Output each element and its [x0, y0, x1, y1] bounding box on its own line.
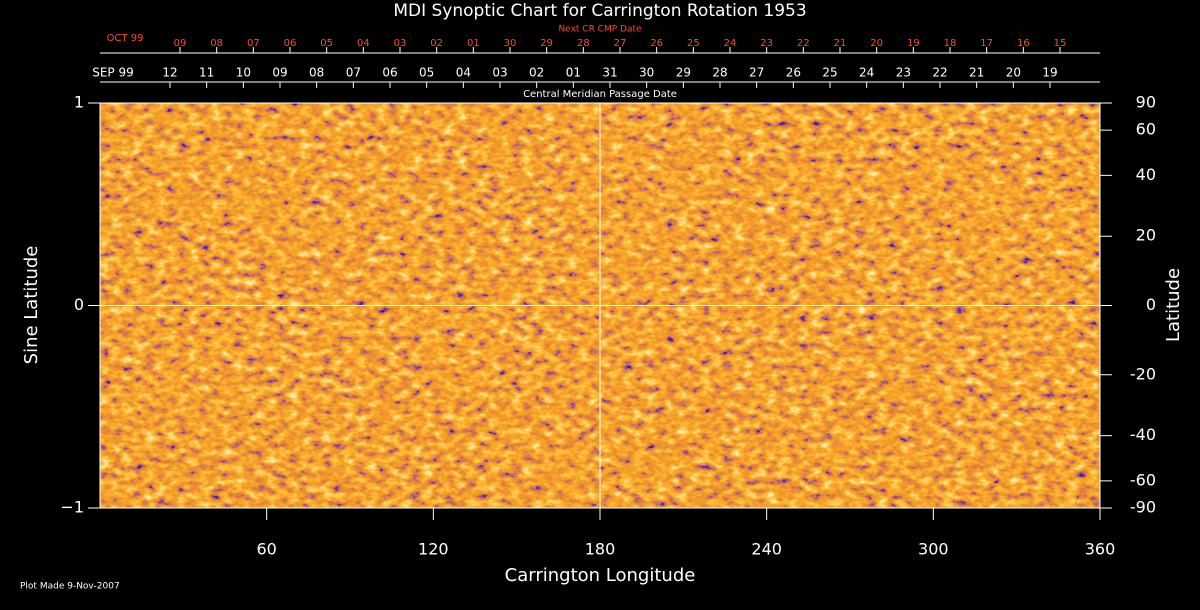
next-tick-label: 04: [357, 38, 370, 49]
y2-tick-label: 0: [1146, 295, 1156, 314]
next-tick-label: 24: [724, 38, 737, 49]
cmp-tick-label: 20: [1006, 66, 1021, 80]
y2-tick-label: 40: [1136, 165, 1156, 184]
cmp-tick-label: 12: [162, 66, 177, 80]
cmp-tick-label: 28: [712, 66, 727, 80]
next-tick-label: 18: [944, 38, 957, 49]
x-axis-title: Carrington Longitude: [505, 565, 696, 586]
next-tick-label: 26: [650, 38, 663, 49]
next-tick-label: 01: [467, 38, 480, 49]
cmp-tick-label: 29: [676, 66, 691, 80]
next-tick-label: 15: [1054, 38, 1067, 49]
next-tick-label: 19: [907, 38, 920, 49]
cmp-tick-label: 01: [566, 66, 581, 80]
cmp-tick-label: 07: [346, 66, 361, 80]
cmp-tick-label: 27: [749, 66, 764, 80]
next-tick-label: 30: [504, 38, 517, 49]
next-tick-label: 22: [797, 38, 810, 49]
cmp-tick-label: 21: [969, 66, 984, 80]
footnote: Plot Made 9-Nov-2007: [20, 582, 120, 592]
cmp-tick-label: 31: [602, 66, 617, 80]
x-tick-label: 60: [256, 540, 276, 559]
next-tick-label: 16: [1017, 38, 1030, 49]
y-tick-label: 1: [74, 93, 84, 112]
y2-tick-label: -60: [1130, 470, 1156, 489]
x-tick-label: 180: [585, 540, 616, 559]
next-tick-label: 23: [760, 38, 773, 49]
cmp-tick-label: 26: [786, 66, 801, 80]
next-tick-label: 25: [687, 38, 700, 49]
cmp-tick-label: 10: [236, 66, 251, 80]
y2-tick-label: 90: [1136, 93, 1156, 112]
next-tick-label: 02: [430, 38, 443, 49]
x-tick-label: 240: [751, 540, 782, 559]
next-tick-label: 06: [284, 38, 297, 49]
x-tick-label: 300: [918, 540, 949, 559]
cmp-tick-label: 11: [199, 66, 214, 80]
next-tick-label: 05: [320, 38, 333, 49]
next-tick-label: 27: [614, 38, 627, 49]
cmp-tick-label: 23: [896, 66, 911, 80]
x-tick-label: 360: [1085, 540, 1116, 559]
cmp-tick-label: 02: [529, 66, 544, 80]
cmp-tick-label: 30: [639, 66, 654, 80]
cmp-tick-label: 19: [1042, 66, 1057, 80]
next-tick-label: 17: [980, 38, 993, 49]
cmp-tick-label: 24: [859, 66, 874, 80]
cmp-tick-label: 04: [456, 66, 471, 80]
cmp-tick-label: 22: [932, 66, 947, 80]
cmp-label: Central Meridian Passage Date: [523, 89, 677, 100]
cmp-tick-label: 09: [272, 66, 287, 80]
next-tick-label: 07: [247, 38, 260, 49]
y-axis-title: Sine Latitude: [21, 246, 42, 365]
y2-axis-title: Latitude: [1163, 268, 1184, 342]
next-tick-label: 09: [174, 38, 187, 49]
y2-tick-label: -20: [1130, 364, 1156, 383]
next-tick-label: 21: [834, 38, 847, 49]
next-tick-label: 20: [870, 38, 883, 49]
y-tick-label: −1: [60, 498, 84, 517]
next-tick-label: 29: [540, 38, 553, 49]
cmp-tick-label: 25: [822, 66, 837, 80]
next-tick-label: 03: [394, 38, 407, 49]
next-cmp-label: Next CR CMP Date: [558, 25, 642, 35]
cmp-tick-label: 05: [419, 66, 434, 80]
x-tick-label: 120: [418, 540, 449, 559]
y2-tick-label: 20: [1136, 226, 1156, 245]
next-tick-label: 28: [577, 38, 590, 49]
y2-tick-label: -40: [1130, 425, 1156, 444]
y-tick-label: 0: [74, 295, 84, 314]
cmp-tick-label: 03: [492, 66, 507, 80]
y2-tick-label: -90: [1130, 498, 1156, 517]
chart-title: MDI Synoptic Chart for Carrington Rotati…: [393, 1, 806, 21]
y2-tick-label: 60: [1136, 120, 1156, 139]
cmp-tick-label: 08: [309, 66, 324, 80]
next-tick-label: 08: [210, 38, 223, 49]
cmp-month: SEP 99: [92, 66, 134, 80]
cmp-tick-label: 06: [382, 66, 397, 80]
next-month: OCT 99: [107, 33, 144, 44]
